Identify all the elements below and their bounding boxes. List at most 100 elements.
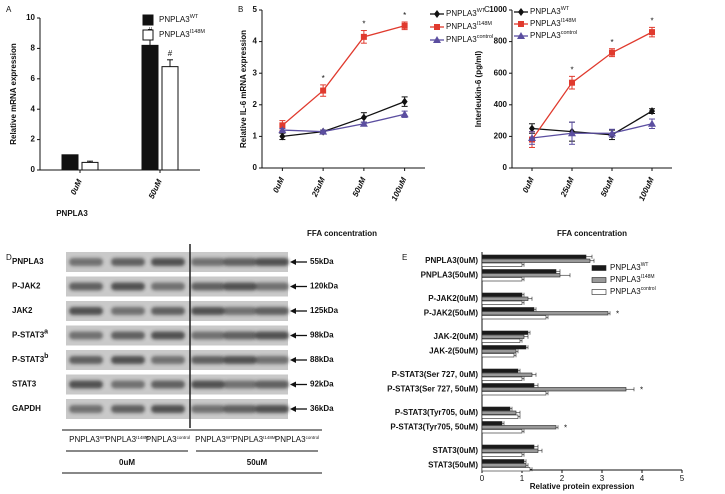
error-bar xyxy=(528,296,533,301)
bar xyxy=(481,406,511,411)
x-tick-label: 0uM xyxy=(271,176,286,195)
error-bar xyxy=(534,383,539,388)
blot-band xyxy=(151,258,185,266)
blot-row-label-sup: b xyxy=(44,353,48,360)
bar xyxy=(481,467,531,472)
point xyxy=(320,87,327,94)
legend-swatch xyxy=(591,289,607,295)
point xyxy=(401,97,408,106)
error-bar xyxy=(524,334,529,339)
lane-label-base: PNPLA3 xyxy=(232,435,263,444)
lane-label: PNPLA3I148M xyxy=(232,435,275,444)
lane-label-sup: WT xyxy=(226,435,233,440)
error-bar xyxy=(510,406,513,411)
legend-label: PNPLA3control xyxy=(530,30,577,40)
lane-label: PNPLA3WT xyxy=(69,435,107,444)
bar xyxy=(481,387,627,392)
blot-band xyxy=(69,405,103,413)
blot-band xyxy=(111,258,145,266)
x-axis-label: FFA concentration xyxy=(307,229,377,238)
error-bar xyxy=(502,421,505,426)
bar xyxy=(481,258,591,263)
x-tick-label: 25uM xyxy=(310,176,327,200)
lane-label-sup: I148M xyxy=(136,435,149,440)
y-tick-label: 0 xyxy=(253,163,258,172)
y-tick-label: PNPLA3(50uM) xyxy=(421,271,479,280)
blot-band xyxy=(151,282,185,291)
arrow-head xyxy=(290,381,296,388)
legend-swatch xyxy=(142,29,154,41)
blot-row-label: STAT3 xyxy=(12,380,37,389)
blot-row-label-base: JAK2 xyxy=(12,306,33,315)
lane-label: PNPLA3WT xyxy=(195,435,233,444)
bar xyxy=(481,383,535,388)
y-tick-label: 10 xyxy=(26,13,35,22)
legend-label-sup: I148M xyxy=(561,18,577,24)
blot-band xyxy=(111,380,145,389)
blot-row-label: PNPLA3 xyxy=(12,257,44,266)
blot-row-label-base: P-STAT3 xyxy=(12,331,45,340)
blot-row-label: P-STAT3b xyxy=(12,353,48,364)
point xyxy=(279,132,286,141)
lane-label-sup: WT xyxy=(100,435,107,440)
legend-label-base: PNPLA3 xyxy=(530,19,561,28)
error-bar xyxy=(546,315,549,320)
legend-label-sup: control xyxy=(477,34,494,40)
panel-label: D xyxy=(6,253,12,262)
bar xyxy=(481,345,527,350)
blot-band xyxy=(191,380,225,389)
error-bar xyxy=(626,387,635,392)
legend-label-sup: control xyxy=(561,30,578,36)
blot-band xyxy=(151,331,185,340)
y-axis-label: Relative IL-6 mRNA expression xyxy=(239,30,248,148)
error-bar xyxy=(532,372,537,377)
bar xyxy=(481,459,525,464)
blot-band xyxy=(255,331,289,340)
error-bar xyxy=(556,425,559,430)
legend-label-base: PNPLA3 xyxy=(159,15,190,24)
legend-label: PNPLA3control xyxy=(610,286,656,296)
error-bar xyxy=(522,292,525,297)
legend-label: PNPLA3WT xyxy=(446,8,486,18)
y-tick-label: P-STAT3(Tyr705, 50uM) xyxy=(390,423,478,432)
blot-row-label-base: GAPDH xyxy=(12,404,41,413)
x-axis-label: FFA concentration xyxy=(557,229,627,238)
point xyxy=(568,129,576,137)
panel-label: B xyxy=(238,5,243,14)
bar xyxy=(481,391,547,396)
lane-label-base: PNPLA3 xyxy=(195,435,226,444)
legend-label: PNPLA3I148M xyxy=(610,274,655,284)
lane-label-base: PNPLA3 xyxy=(105,435,136,444)
y-tick-label: P-STAT3(Ser 727, 0uM) xyxy=(392,370,479,379)
blot-band xyxy=(69,380,103,389)
error-bar xyxy=(590,258,595,263)
blot-kda: 88kDa xyxy=(310,355,334,364)
blot-band xyxy=(255,258,289,266)
bar xyxy=(481,425,557,430)
bar xyxy=(481,315,547,320)
y-tick-label: 4 xyxy=(31,104,36,113)
x-tick-label: 4 xyxy=(640,474,645,483)
legend-label-sup: control xyxy=(641,286,656,292)
error-bar xyxy=(522,262,525,267)
error-bar xyxy=(522,300,525,305)
error-bar xyxy=(522,429,525,434)
error-bar xyxy=(546,391,549,396)
line xyxy=(282,113,405,133)
point xyxy=(360,113,367,122)
bar xyxy=(481,414,519,419)
point xyxy=(528,133,536,141)
bar xyxy=(481,410,517,415)
blot-band xyxy=(69,258,103,266)
blot-band xyxy=(223,380,257,389)
error-bar xyxy=(528,330,531,335)
panel-label: E xyxy=(402,253,407,262)
x-tick-label: 2 xyxy=(560,474,565,483)
y-tick-label: STAT3(0uM) xyxy=(433,446,479,455)
legend-label-base: PNPLA3 xyxy=(530,7,561,16)
annotation: * xyxy=(322,74,325,83)
legend-label-sup: I148M xyxy=(641,274,655,280)
error-bar xyxy=(586,254,593,259)
blot-band xyxy=(191,258,225,266)
arrow-head xyxy=(290,357,296,363)
